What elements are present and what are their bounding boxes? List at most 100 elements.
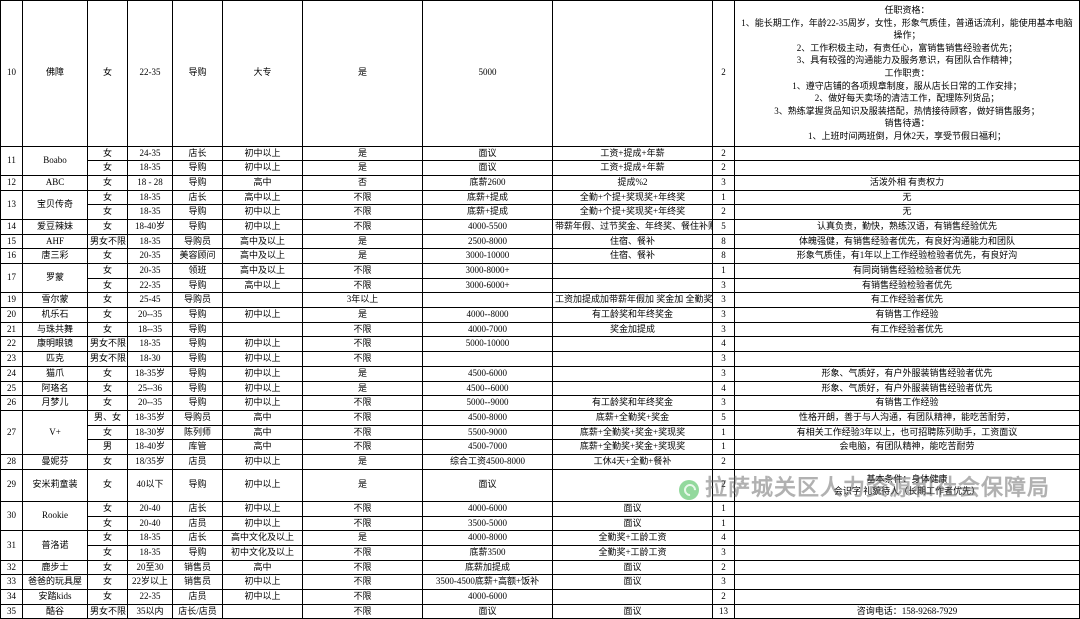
cell: 5500-9000	[423, 425, 553, 440]
cell: 初中以上	[223, 501, 303, 516]
cell: 导购员	[173, 234, 223, 249]
cell: 4000-6000	[423, 501, 553, 516]
cell: 店长	[173, 531, 223, 546]
cell: 有销售经验检验者优先	[735, 278, 1080, 293]
cell: 35以内	[128, 604, 173, 619]
cell: 无	[735, 205, 1080, 220]
cell: 高中以上	[223, 278, 303, 293]
cell: 25--36	[128, 381, 173, 396]
cell: 导购	[173, 352, 223, 367]
cell: 33	[1, 575, 23, 590]
cell: 是	[303, 381, 423, 396]
cell: 25-45	[128, 293, 173, 308]
table-row: 19雪尔蒙女25-45导购员3年以上工资加提成加带薪年假加 奖金加 全勤奖3有工…	[1, 293, 1080, 308]
cell: 有销售工作经验	[735, 396, 1080, 411]
cell: 女	[88, 205, 128, 220]
cell: 男女不限	[88, 604, 128, 619]
cell: 是	[303, 308, 423, 323]
cell: 导购	[173, 219, 223, 234]
cell: 31	[1, 531, 23, 560]
cell: 导购	[173, 1, 223, 147]
cell: 女	[88, 589, 128, 604]
cell: 20	[1, 308, 23, 323]
cell: 不限	[303, 575, 423, 590]
cell: 是	[303, 531, 423, 546]
cell: 导购	[173, 278, 223, 293]
cell: 不限	[303, 589, 423, 604]
cell: 女	[88, 560, 128, 575]
cell: 面议	[423, 469, 553, 501]
cell: 安踏kids	[23, 589, 88, 604]
cell	[223, 322, 303, 337]
cell: 18-35岁	[128, 366, 173, 381]
cell	[553, 337, 713, 352]
cell: 住宿、餐补	[553, 234, 713, 249]
cell: 导购	[173, 205, 223, 220]
cell: 全勤奖+工龄工资	[553, 531, 713, 546]
cell: 不限	[303, 352, 423, 367]
cell: 5000	[423, 1, 553, 147]
cell: 26	[1, 396, 23, 411]
cell: 综合工资4500-8000	[423, 454, 553, 469]
cell: 18 - 28	[128, 175, 173, 190]
cell: 面议	[423, 161, 553, 176]
table-row: 20机乐石女20--35导购初中以上是4000--8000有工龄奖和年终奖金3有…	[1, 308, 1080, 323]
cell: 面议	[553, 516, 713, 531]
cell: 18-35	[128, 545, 173, 560]
cell: 13	[713, 604, 735, 619]
cell: 大专	[223, 1, 303, 147]
cell: 4500-8000	[423, 410, 553, 425]
cell: 初中以上	[223, 575, 303, 590]
cell: 3500-5000	[423, 516, 553, 531]
cell: 女	[88, 425, 128, 440]
cell: 18/35岁	[128, 454, 173, 469]
table-body: 10佛障女22-35导购大专是50002任职资格：1、能长期工作，年龄22-35…	[1, 1, 1080, 619]
cell: 曼妮芬	[23, 454, 88, 469]
cell: 2	[713, 454, 735, 469]
cell: 初中以上	[223, 205, 303, 220]
cell: 3	[713, 293, 735, 308]
cell: 女	[88, 469, 128, 501]
cell: 18--35	[128, 322, 173, 337]
cell	[735, 501, 1080, 516]
cell: 有工龄奖和年终奖金	[553, 396, 713, 411]
cell: 形象气质佳，有1年以上工作经验检验者优先，有良好沟	[735, 249, 1080, 264]
cell: 陈列师	[173, 425, 223, 440]
cell: 20-40	[128, 501, 173, 516]
cell: 女	[88, 366, 128, 381]
cell: 高中及以上	[223, 249, 303, 264]
cell: 有工作经验者优先	[735, 322, 1080, 337]
cell: 唐三彩	[23, 249, 88, 264]
cell: 女	[88, 501, 128, 516]
cell: 初中以上	[223, 454, 303, 469]
cell: 高中以上	[223, 190, 303, 205]
cell: 店长	[173, 501, 223, 516]
cell: 爱豆辣妹	[23, 219, 88, 234]
cell: 全勤+个提+奖现奖+年终奖	[553, 190, 713, 205]
cell: 与珠共舞	[23, 322, 88, 337]
table-row: 24猫爪女18-35岁导购初中以上是4500-60003形象、气质好，有户外服装…	[1, 366, 1080, 381]
cell: 任职资格：1、能长期工作，年龄22-35周岁，女性，形象气质佳，普通话流利，能使…	[735, 1, 1080, 147]
cell: 有相关工作经验3年以上，也可招聘陈列助手，工资面议	[735, 425, 1080, 440]
cell: 14	[1, 219, 23, 234]
cell: 20--35	[128, 396, 173, 411]
cell: 高中	[223, 410, 303, 425]
cell: 店员	[173, 516, 223, 531]
cell: 不限	[303, 337, 423, 352]
cell: 不限	[303, 410, 423, 425]
cell: 导购	[173, 396, 223, 411]
cell: 初中以上	[223, 308, 303, 323]
table-row: 女20-40店员初中以上不限3500-5000面议1	[1, 516, 1080, 531]
cell: 男、女	[88, 410, 128, 425]
cell	[735, 337, 1080, 352]
cell: 导购	[173, 322, 223, 337]
cell: 店长	[173, 190, 223, 205]
cell: 不限	[303, 560, 423, 575]
cell: 初中以上	[223, 589, 303, 604]
cell: 初中以上	[223, 146, 303, 161]
cell: 底薪+全勤奖+奖金+奖现奖	[553, 425, 713, 440]
cell: 匹克	[23, 352, 88, 367]
cell: 5000--9000	[423, 396, 553, 411]
table-row: 17罗蒙女20-35领班高中及以上不限3000-8000+1有同岗销售经验检验者…	[1, 264, 1080, 279]
cell: 宝贝传奇	[23, 190, 88, 219]
